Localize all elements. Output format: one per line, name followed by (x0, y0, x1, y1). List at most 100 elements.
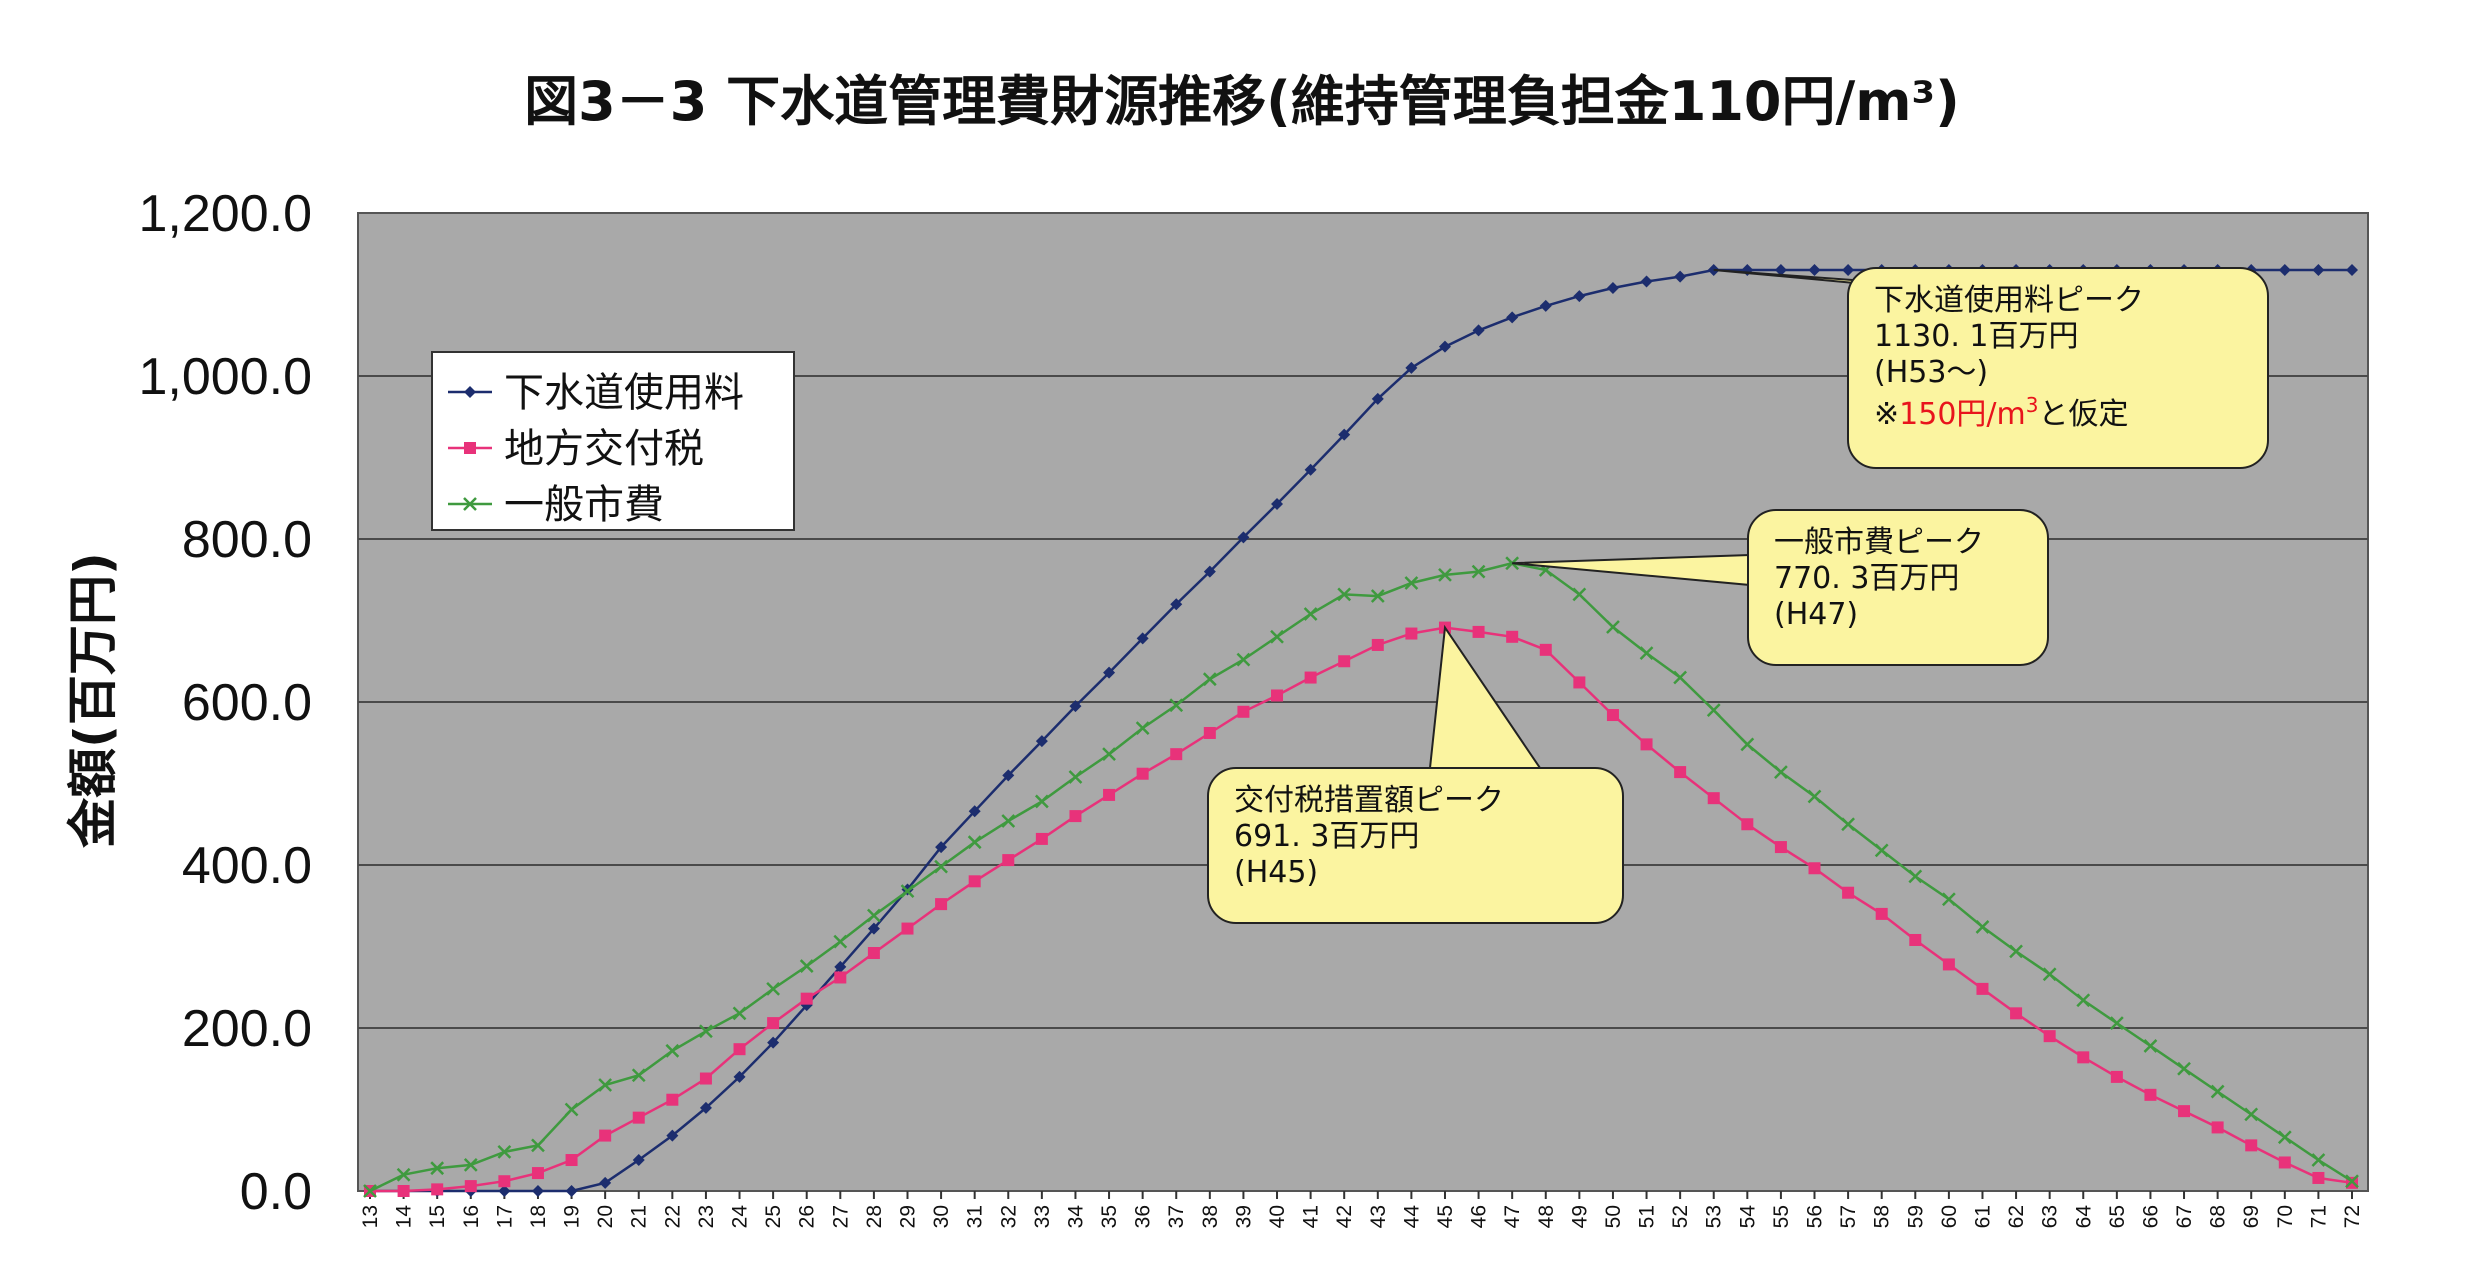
data-point (2010, 1007, 2023, 1020)
data-point (1706, 703, 1721, 718)
x-tick-label: 20 (594, 1205, 617, 1228)
x-tick-label: 61 (1971, 1205, 1994, 1228)
data-point (2278, 263, 2291, 276)
data-point (1438, 567, 1452, 582)
data-point (1808, 862, 1821, 875)
x-tick-label: 32 (997, 1205, 1020, 1228)
data-point (901, 922, 914, 935)
data-point (1841, 817, 1855, 832)
data-point (1136, 767, 1149, 780)
data-point (564, 1102, 579, 1117)
data-point (431, 1183, 444, 1196)
x-tick-label: 37 (1165, 1205, 1188, 1228)
data-point (464, 386, 476, 398)
data-point (2109, 1016, 2124, 1030)
data-point (1169, 698, 1184, 713)
callout-line: 1130. 1百万円 (1874, 319, 2079, 354)
data-point (1371, 392, 1384, 405)
data-point (1506, 630, 1519, 643)
x-tick-label: 60 (1938, 1205, 1961, 1228)
data-point (430, 1161, 445, 1176)
x-tick-label: 47 (1501, 1205, 1524, 1228)
data-point (1674, 270, 1687, 283)
data-point (1303, 607, 1318, 621)
data-point (1774, 841, 1787, 854)
x-tick-label: 49 (1568, 1205, 1591, 1228)
x-tick-label: 59 (1904, 1205, 1927, 1228)
y-tick-label: 1,000.0 (139, 348, 313, 406)
data-point (1808, 263, 1821, 276)
data-point (2144, 1088, 2157, 1101)
data-point (2043, 1030, 2056, 1043)
data-point (1202, 672, 1217, 687)
data-point (1941, 892, 1956, 907)
data-point (1203, 565, 1216, 578)
x-tick-label: 38 (1199, 1205, 1222, 1228)
x-tick-label: 46 (1468, 1205, 1491, 1228)
data-point (1572, 587, 1587, 602)
data-point (1807, 789, 1822, 804)
data-point (1170, 598, 1183, 611)
callout-box (1847, 267, 2269, 469)
x-tick-label: 30 (930, 1205, 953, 1228)
x-tick-label: 13 (359, 1205, 382, 1228)
x-tick-label: 58 (1871, 1205, 1894, 1228)
callout-line: 下水道使用料ピーク (1874, 283, 2144, 318)
data-point (935, 898, 948, 911)
data-point (935, 841, 948, 854)
data-point (1103, 788, 1116, 801)
y-tick-label: 1,200.0 (139, 185, 313, 243)
data-point (767, 1036, 780, 1049)
callout-line: 770. 3百万円 (1774, 561, 1959, 596)
data-point (1034, 794, 1049, 809)
series-2 (363, 556, 2359, 1198)
x-tick-label: 45 (1434, 1205, 1457, 1228)
data-point (2178, 1105, 2191, 1118)
data-point (733, 1070, 746, 1083)
data-point (799, 959, 814, 973)
data-point (834, 960, 847, 973)
data-point (1338, 655, 1351, 668)
x-tick-label: 51 (1636, 1205, 1659, 1228)
data-point (1271, 497, 1284, 510)
x-tick-label: 14 (393, 1205, 416, 1229)
data-point (1370, 589, 1385, 603)
data-point (1338, 428, 1351, 441)
series-line (369, 561, 2353, 1193)
data-point (565, 1154, 578, 1167)
x-tick-label: 36 (1132, 1205, 1155, 1228)
x-tick-label: 24 (729, 1205, 752, 1229)
data-point (463, 1158, 478, 1172)
y-tick-label: 200.0 (182, 1000, 312, 1058)
x-tick-label: 25 (762, 1205, 785, 1228)
data-point (1236, 652, 1251, 667)
legend-item-0: 下水道使用料 (448, 370, 744, 416)
x-tick-label: 17 (493, 1205, 516, 1228)
x-tick-label: 62 (2005, 1205, 2028, 1228)
data-point (1404, 576, 1419, 590)
data-point (1573, 676, 1586, 689)
data-point (1741, 818, 1754, 831)
x-tick-label: 53 (1703, 1205, 1726, 1228)
data-point (531, 1138, 545, 1153)
data-point (1774, 263, 1787, 276)
data-point (1270, 629, 1284, 644)
x-tick-label: 23 (695, 1205, 718, 1228)
data-point (1438, 340, 1451, 353)
data-point (968, 805, 981, 818)
data-point (1405, 361, 1418, 374)
x-tick-label: 33 (1031, 1205, 1054, 1228)
data-point (598, 1078, 613, 1092)
y-tick-label: 800.0 (182, 511, 312, 569)
data-point (396, 1167, 411, 1182)
data-point (1002, 854, 1015, 867)
data-point (2210, 1084, 2225, 1099)
data-point (498, 1175, 511, 1188)
data-point (1136, 632, 1149, 645)
chart-title-text: 図3－3 下水道管理費財源推移(維持管理負担金110円/m³) (524, 70, 1960, 133)
data-point (531, 1167, 544, 1180)
